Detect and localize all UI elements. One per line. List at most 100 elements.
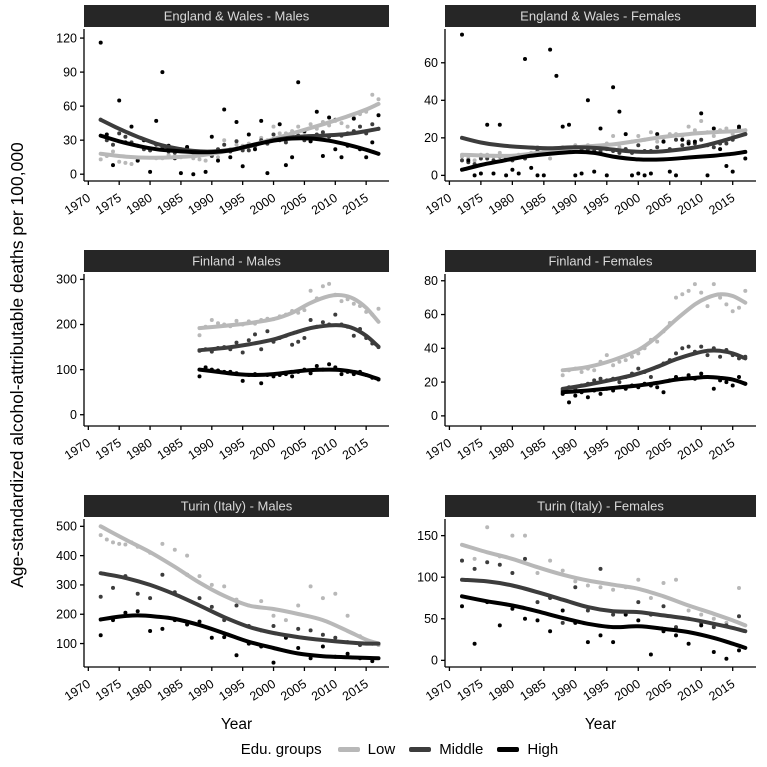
svg-text:0: 0	[70, 408, 77, 422]
svg-text:1985: 1985	[518, 191, 549, 218]
y-axis-label: Age-standardized alcohol-attributable de…	[7, 142, 27, 588]
svg-text:1970: 1970	[62, 677, 93, 704]
svg-text:40: 40	[424, 342, 438, 356]
svg-text:1990: 1990	[185, 191, 216, 218]
svg-text:2010: 2010	[309, 436, 340, 463]
legend: Edu. groups Low Middle High	[32, 734, 767, 764]
svg-text:2000: 2000	[247, 436, 278, 463]
svg-text:60: 60	[424, 56, 438, 70]
svg-text:England & Wales - Females: England & Wales - Females	[520, 9, 681, 24]
high-line-swatch	[497, 746, 520, 752]
svg-text:1985: 1985	[518, 436, 549, 463]
svg-text:1970: 1970	[62, 191, 93, 218]
svg-text:2005: 2005	[643, 677, 674, 704]
svg-text:200: 200	[56, 318, 77, 332]
svg-text:2015: 2015	[706, 191, 737, 218]
svg-text:300: 300	[56, 273, 77, 287]
svg-text:1995: 1995	[580, 436, 611, 463]
svg-text:30: 30	[63, 133, 77, 147]
svg-text:50: 50	[424, 612, 438, 626]
svg-text:2000: 2000	[612, 191, 643, 218]
svg-text:2000: 2000	[247, 191, 278, 218]
svg-text:0: 0	[431, 169, 438, 183]
svg-text:0: 0	[431, 654, 438, 668]
svg-text:1985: 1985	[518, 677, 549, 704]
svg-text:200: 200	[56, 607, 77, 621]
svg-text:2010: 2010	[675, 436, 706, 463]
svg-text:Turin (Italy) - Males: Turin (Italy) - Males	[181, 499, 293, 514]
svg-text:100: 100	[417, 570, 438, 584]
panel-turin-males: Turin (Italy) - Males 100 200 300 400 500 1970…	[56, 495, 389, 733]
svg-text:300: 300	[56, 578, 77, 592]
svg-text:1990: 1990	[549, 191, 580, 218]
svg-text:1995: 1995	[580, 191, 611, 218]
svg-text:1980: 1980	[486, 436, 517, 463]
svg-text:1990: 1990	[549, 436, 580, 463]
svg-text:90: 90	[63, 65, 77, 79]
svg-text:60: 60	[63, 99, 77, 113]
svg-text:1980: 1980	[124, 436, 155, 463]
svg-text:40: 40	[424, 94, 438, 108]
svg-text:20: 20	[424, 131, 438, 145]
svg-text:2005: 2005	[278, 677, 309, 704]
svg-text:2015: 2015	[340, 436, 371, 463]
svg-text:1995: 1995	[216, 191, 247, 218]
panel-grid: England & Wales - Males 0 30 60 90 120 1970 197…	[32, 2, 766, 737]
svg-text:150: 150	[417, 529, 438, 543]
svg-text:2010: 2010	[309, 191, 340, 218]
legend-label-middle: Middle	[439, 740, 484, 758]
svg-text:1980: 1980	[124, 677, 155, 704]
panel-turin-females: Turin (Italy) - Females 0 50 100 150 1970 1975…	[417, 495, 756, 733]
svg-text:120: 120	[56, 31, 77, 45]
legend-item-high: High	[497, 741, 558, 758]
svg-text:Finland - Males: Finland - Males	[192, 254, 281, 269]
svg-text:1980: 1980	[486, 191, 517, 218]
svg-text:400: 400	[56, 549, 77, 563]
svg-text:1985: 1985	[155, 436, 186, 463]
svg-text:1970: 1970	[423, 436, 454, 463]
svg-text:2015: 2015	[340, 677, 371, 704]
svg-text:1970: 1970	[62, 436, 93, 463]
svg-text:1975: 1975	[93, 677, 124, 704]
svg-text:2015: 2015	[706, 436, 737, 463]
svg-text:2000: 2000	[247, 677, 278, 704]
svg-text:2005: 2005	[278, 191, 309, 218]
panel-england-wales-females: England & Wales - Females 0 20 40 60 1970 1975…	[423, 5, 756, 218]
svg-text:1990: 1990	[185, 436, 216, 463]
svg-text:2015: 2015	[706, 677, 737, 704]
svg-text:2005: 2005	[643, 191, 674, 218]
svg-text:Finland - Females: Finland - Females	[548, 254, 653, 269]
svg-text:1980: 1980	[486, 677, 517, 704]
svg-text:2015: 2015	[340, 191, 371, 218]
svg-text:1980: 1980	[124, 191, 155, 218]
svg-text:1985: 1985	[155, 191, 186, 218]
svg-text:0: 0	[431, 409, 438, 423]
svg-text:20: 20	[424, 375, 438, 389]
legend-title: Edu. groups	[240, 740, 322, 758]
svg-text:60: 60	[424, 308, 438, 322]
svg-text:1990: 1990	[185, 677, 216, 704]
svg-text:1970: 1970	[423, 191, 454, 218]
svg-text:2010: 2010	[675, 677, 706, 704]
svg-text:2005: 2005	[278, 436, 309, 463]
svg-text:1975: 1975	[455, 677, 486, 704]
svg-text:80: 80	[424, 274, 438, 288]
svg-text:100: 100	[56, 363, 77, 377]
svg-text:1975: 1975	[455, 436, 486, 463]
svg-text:Year: Year	[221, 716, 252, 733]
svg-text:500: 500	[56, 520, 77, 534]
svg-text:2000: 2000	[612, 677, 643, 704]
panel-england-wales-males: England & Wales - Males 0 30 60 90 120 1970 197…	[56, 5, 389, 218]
svg-text:1990: 1990	[549, 677, 580, 704]
svg-text:1985: 1985	[155, 677, 186, 704]
svg-text:1995: 1995	[580, 677, 611, 704]
legend-item-middle: Middle	[409, 741, 483, 758]
panel-finland-males: Finland - Males 0 100 200 300 1970 1975 1980 198…	[56, 250, 389, 463]
svg-text:Year: Year	[585, 716, 616, 733]
svg-text:1975: 1975	[455, 191, 486, 218]
svg-text:2005: 2005	[643, 436, 674, 463]
svg-text:1975: 1975	[93, 436, 124, 463]
svg-text:1970: 1970	[423, 677, 454, 704]
low-line-swatch	[337, 746, 360, 752]
